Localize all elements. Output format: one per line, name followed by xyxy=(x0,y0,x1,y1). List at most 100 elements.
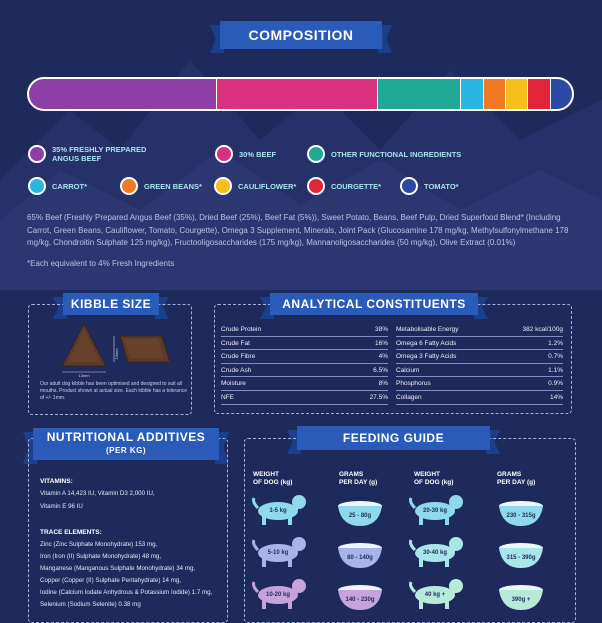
legend-label: GREEN BEANS* xyxy=(144,181,202,191)
analytical-row: Omega 6 Fatty Acids 1.2% xyxy=(396,337,563,351)
constituent-value: 14% xyxy=(549,393,563,401)
dog-weight-label: 10-20 kg xyxy=(265,592,290,598)
legend-swatch xyxy=(28,145,46,163)
legend-label: 35% FRESHLY PREPARED ANGUS BEEF xyxy=(52,145,147,163)
composition-segment xyxy=(29,79,216,109)
constituent-name: Crude Fibre xyxy=(221,353,256,361)
legend-item: GREEN BEANS* xyxy=(120,177,202,195)
analytical-row: NFE 27.5% xyxy=(221,391,388,405)
legend-label: CAULIFLOWER* xyxy=(238,181,297,191)
composition-segment xyxy=(482,79,505,109)
legend-label: COURGETTE* xyxy=(331,181,382,191)
trace-line: Zinc (Zinc Sulphate Monohydrate) 153 mg, xyxy=(40,541,158,548)
vitamins-line: Vitamin E 96 IU xyxy=(40,503,83,510)
grams-label: 315 - 390g xyxy=(506,555,536,561)
legend-label: OTHER FUNCTIONAL INGREDIENTS xyxy=(331,149,462,159)
bowl-icon xyxy=(496,500,546,528)
ingredients-text: 65% Beef (Freshly Prepared Angus Beef (3… xyxy=(27,213,569,247)
grams-label: 25 - 80g xyxy=(348,513,372,519)
kibble-image: 13mm 13mm xyxy=(61,322,171,378)
composition-segment xyxy=(460,79,483,109)
constituent-value: 16% xyxy=(374,339,388,347)
analytical-left-column: Crude Protein 38% Crude Fat 16% Crude Fibre 4… xyxy=(221,323,388,405)
trace-line: Iodine (Calcium Iodate Anhydrous & Potas… xyxy=(40,589,213,596)
analytical-row: Crude Ash 6.5% xyxy=(221,364,388,378)
legend-item: 35% FRESHLY PREPARED ANGUS BEEF xyxy=(28,145,146,163)
constituent-name: Crude Protein xyxy=(221,326,262,333)
kibble-width-label: 13mm xyxy=(78,373,90,378)
bowl-icon xyxy=(335,500,385,528)
dog-weight-label: 5-10 kg xyxy=(267,550,289,556)
legend-swatch xyxy=(400,177,418,195)
bowl-icon xyxy=(335,584,385,612)
analytical-row: Crude Fibre 4% xyxy=(221,350,388,364)
legend-item: COURGETTE* xyxy=(307,177,381,195)
legend-label: CARROT* xyxy=(52,181,87,191)
legend-swatch xyxy=(307,145,325,163)
trace-line: Selenium (Sodium Selenite) 0.38 mg xyxy=(40,601,141,608)
additives-title: NUTRITIONAL ADDITIVES (PER KG) xyxy=(33,428,219,460)
legend-item: 30% BEEF xyxy=(215,145,276,163)
legend-swatch xyxy=(215,145,233,163)
constituent-value: 1.2% xyxy=(548,339,563,347)
feeding-guide-title: FEEDING GUIDE xyxy=(297,426,490,450)
composition-segment xyxy=(527,79,550,109)
additives-title-text: NUTRITIONAL ADDITIVES xyxy=(46,430,206,444)
dog-weight-label: 30-40 kg xyxy=(422,550,447,556)
analytical-row: Collagen 14% xyxy=(396,391,563,405)
legend-swatch xyxy=(28,177,46,195)
constituent-value: 27.5% xyxy=(369,393,388,401)
legend-item: TOMATO* xyxy=(400,177,459,195)
constituent-value: 382 kcal/100g xyxy=(522,326,563,333)
grams-label: 80 - 140g xyxy=(347,555,373,561)
composition-bar xyxy=(27,77,574,111)
dog-icon xyxy=(407,492,467,531)
legend-swatch xyxy=(307,177,325,195)
dog-icon xyxy=(407,576,467,615)
constituent-value: 6.5% xyxy=(373,366,388,374)
constituent-name: Calcium xyxy=(396,366,420,374)
trace-line: Copper (Copper (II) Sulphate Pentahydrat… xyxy=(40,577,182,584)
grams-header: GRAMS PER DAY (g) xyxy=(339,471,378,486)
analytical-row: Crude Protein 38% xyxy=(221,323,388,337)
dog-icon xyxy=(250,534,310,573)
bowl-icon xyxy=(335,542,385,570)
legend-item: OTHER FUNCTIONAL INGREDIENTS xyxy=(307,145,461,163)
trace-heading: TRACE ELEMENTS: xyxy=(40,529,102,536)
analytical-row: Crude Fat 16% xyxy=(221,337,388,351)
analytical-row: Phosphorus 0.9% xyxy=(396,377,563,391)
dog-weight-label: 40 kg + xyxy=(424,592,446,598)
additives-subtitle: (PER KG) xyxy=(106,446,146,455)
weight-header: WEIGHT OF DOG (kg) xyxy=(253,471,293,486)
analytical-right-column: Metabolisable Energy 382 kcal/100g Omega 6… xyxy=(396,323,563,405)
bowl-icon xyxy=(496,584,546,612)
legend-item: CARROT* xyxy=(28,177,87,195)
analytical-row: Omega 3 Fatty Acids 0.7% xyxy=(396,350,563,364)
constituent-name: Collagen xyxy=(396,393,422,401)
kibble-description: Our adult dog kibble has been optimised … xyxy=(40,381,188,401)
constituent-value: 0.9% xyxy=(548,380,563,388)
analytical-row: Moisture 8% xyxy=(221,377,388,391)
composition-segment xyxy=(549,79,572,109)
constituent-name: Moisture xyxy=(221,380,246,388)
analytical-row: Calcium 1.1% xyxy=(396,364,563,378)
constituent-value: 1.1% xyxy=(548,366,563,374)
trace-line: Manganese (Manganous Sulphate Monohydrat… xyxy=(40,565,196,572)
constituent-name: Omega 6 Fatty Acids xyxy=(396,339,457,347)
dog-icon xyxy=(250,492,310,531)
dog-icon xyxy=(407,534,467,573)
dog-weight-label: 20-30 kg xyxy=(422,508,447,514)
grams-label: 230 - 315g xyxy=(506,513,536,519)
legend-label: TOMATO* xyxy=(424,181,459,191)
composition-segment xyxy=(376,79,461,109)
constituent-name: Omega 3 Fatty Acids xyxy=(396,353,457,361)
legend-swatch xyxy=(214,177,232,195)
legend-item: CAULIFLOWER* xyxy=(214,177,296,195)
bowl-icon xyxy=(496,542,546,570)
weight-header: WEIGHT OF DOG (kg) xyxy=(414,471,454,486)
vitamins-heading: VITAMINS: xyxy=(40,478,73,485)
analytical-row: Metabolisable Energy 382 kcal/100g xyxy=(396,323,563,337)
constituent-value: 4% xyxy=(378,353,388,361)
constituent-name: NFE xyxy=(221,393,234,401)
constituent-name: Crude Fat xyxy=(221,339,250,347)
